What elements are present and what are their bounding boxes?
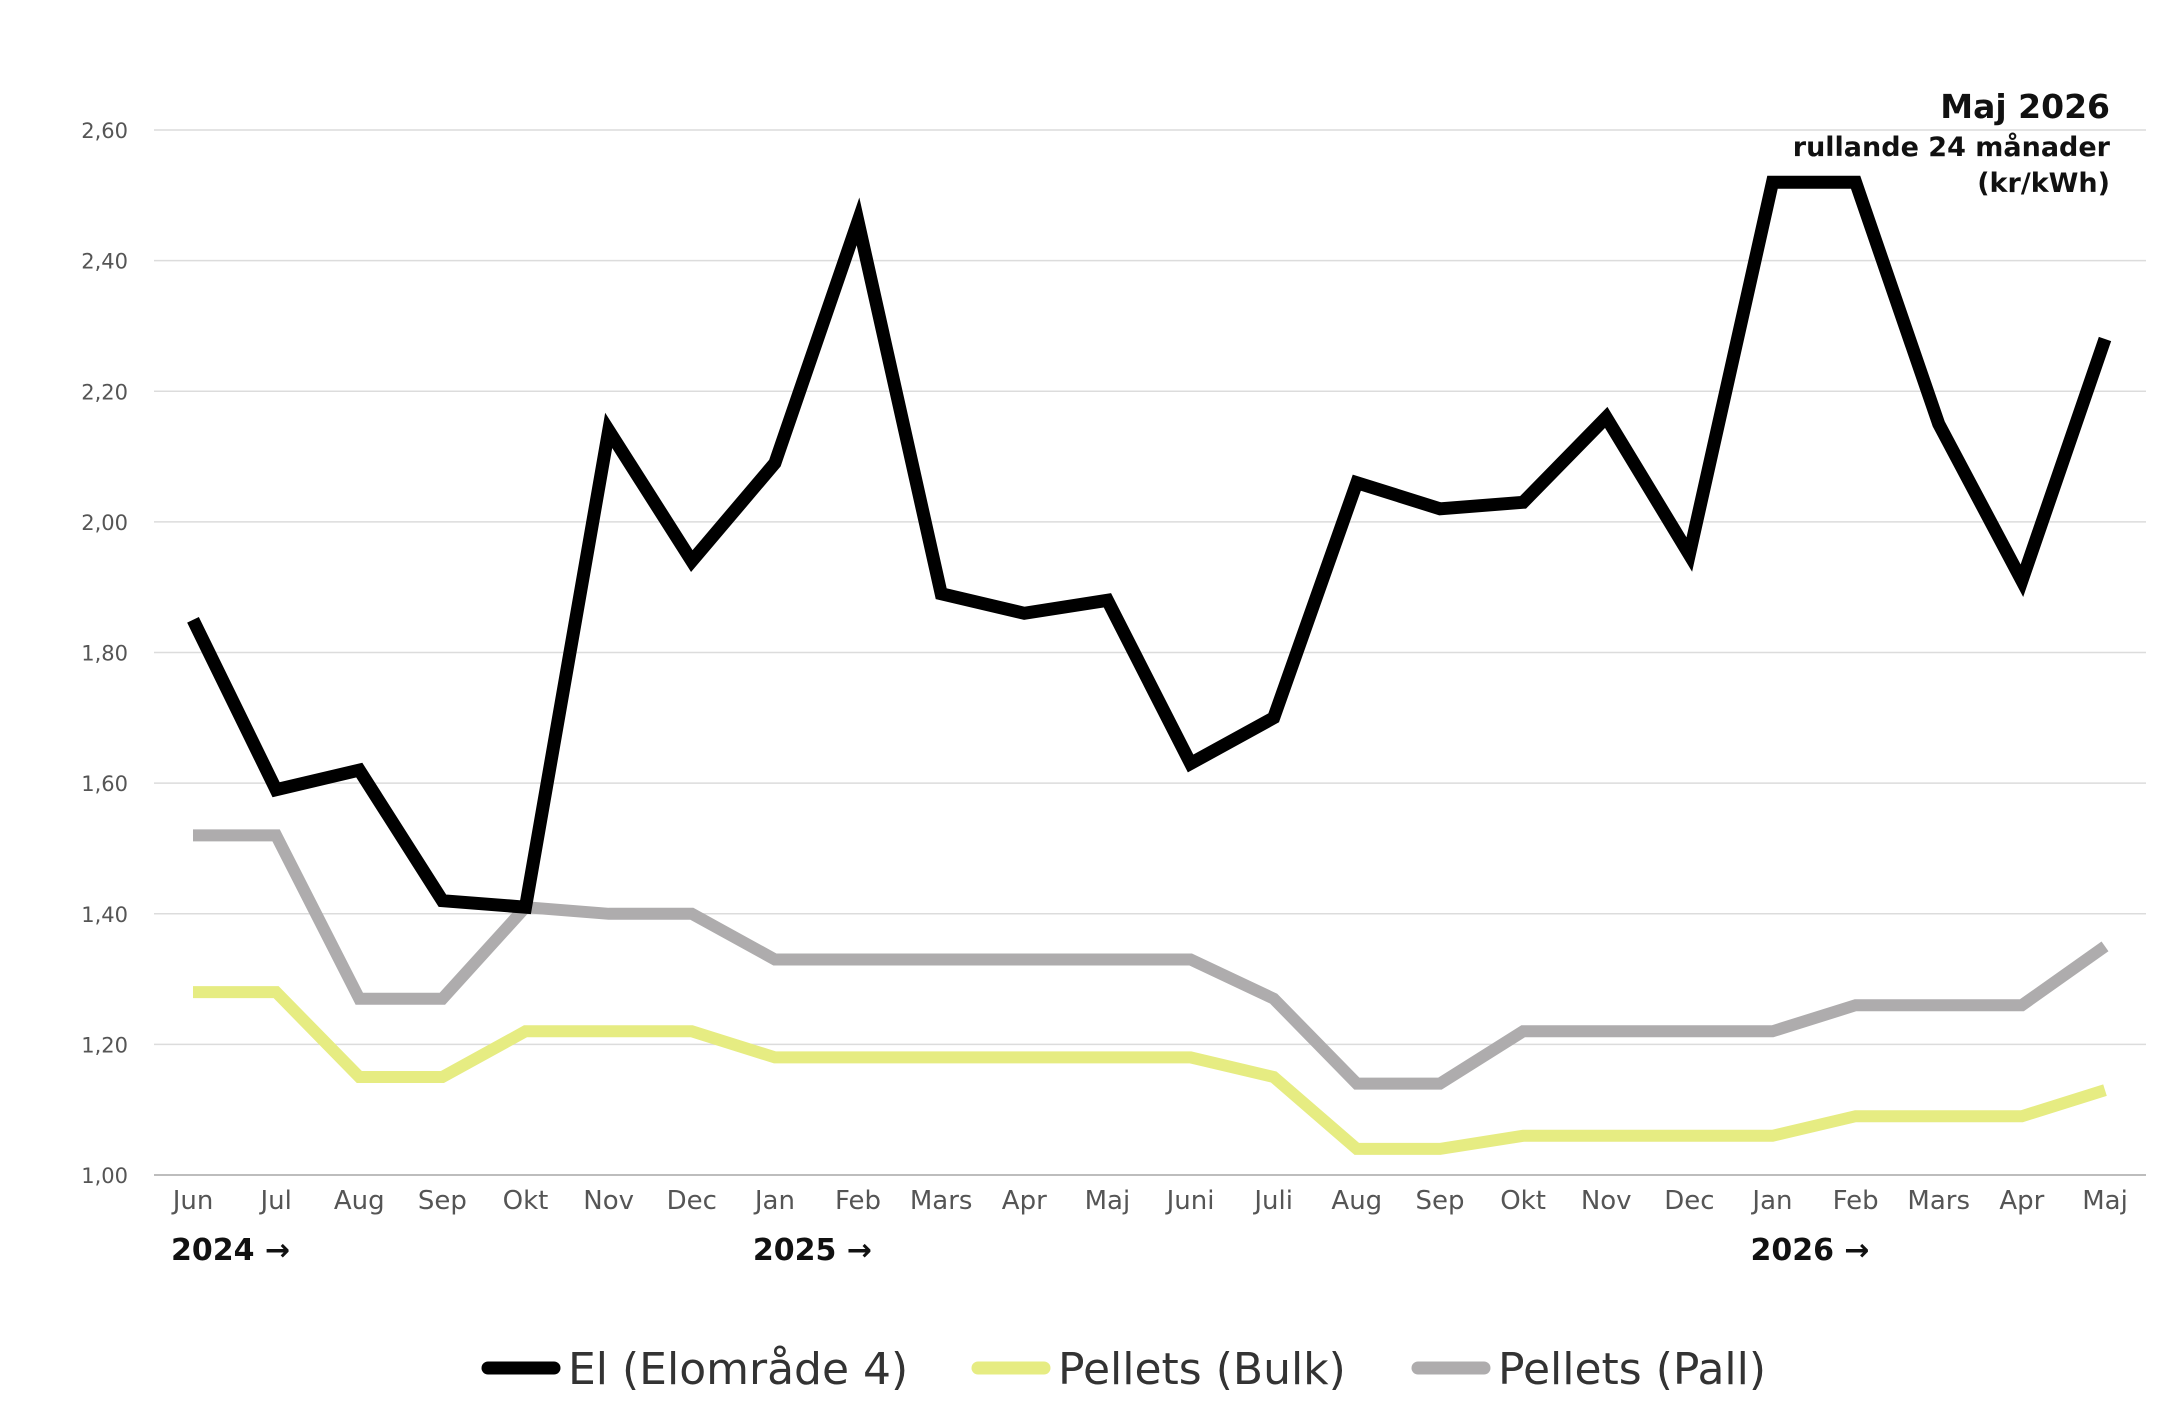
x-tick-label: Nov bbox=[583, 1186, 634, 1216]
series-line bbox=[193, 829, 2109, 1090]
x-tick-label: Aug bbox=[334, 1186, 385, 1216]
x-axis-tick-labels: Jun Jul Aug Sep Okt Nov Dec Jan Feb Mars Apr Maj Jun… bbox=[171, 1186, 2128, 1216]
x-tick-label: Juni bbox=[1165, 1186, 1215, 1216]
x-tick-label: Okt bbox=[503, 1186, 549, 1216]
year-markers: 2024 → 2025 → 2026 → bbox=[171, 1233, 1870, 1268]
year-marker: 2024 → bbox=[171, 1233, 290, 1268]
chart-title: Maj 2026 bbox=[1940, 87, 2110, 126]
chart-unit: (kr/kWh) bbox=[1977, 168, 2110, 199]
x-tick-label: Feb bbox=[1833, 1186, 1879, 1216]
y-tick-label: 2,60 bbox=[81, 119, 128, 143]
y-tick-label: 1,20 bbox=[81, 1033, 128, 1057]
x-tick-label: Aug bbox=[1331, 1186, 1382, 1216]
legend-label: Pellets (Pall) bbox=[1498, 1344, 1766, 1395]
x-tick-label: Dec bbox=[667, 1186, 717, 1216]
x-tick-label: Nov bbox=[1581, 1186, 1632, 1216]
y-tick-label: 2,00 bbox=[81, 511, 128, 535]
y-tick-label: 1,40 bbox=[81, 903, 128, 927]
y-tick-label: 1,00 bbox=[81, 1164, 128, 1188]
chart-annotation: Maj 2026 rullande 24 månader (kr/kWh) bbox=[1793, 87, 2111, 199]
legend-label: Pellets (Bulk) bbox=[1058, 1344, 1346, 1395]
y-axis-tick-labels: 1,00 1,20 1,40 1,60 1,80 2,00 2,20 2,40 2,60 bbox=[81, 119, 128, 1188]
x-tick-label: Feb bbox=[835, 1186, 881, 1216]
year-marker: 2025 → bbox=[753, 1233, 872, 1268]
y-tick-label: 1,60 bbox=[81, 772, 128, 796]
x-tick-label: Sep bbox=[418, 1186, 467, 1216]
y-tick-label: 2,40 bbox=[81, 250, 128, 274]
x-tick-label: Apr bbox=[1999, 1186, 2044, 1216]
series-line bbox=[193, 986, 2107, 1155]
gridlines bbox=[154, 129, 2146, 1176]
x-tick-label: Jun bbox=[171, 1186, 214, 1216]
series-lines bbox=[187, 175, 2112, 1155]
x-tick-label: Maj bbox=[2082, 1186, 2128, 1216]
x-tick-label: Jan bbox=[753, 1186, 795, 1216]
x-tick-label: Sep bbox=[1415, 1186, 1464, 1216]
y-tick-label: 1,80 bbox=[81, 642, 128, 666]
x-tick-label: Juli bbox=[1252, 1186, 1293, 1216]
chart-subtitle: rullande 24 månader bbox=[1793, 131, 2111, 163]
legend: El (Elområde 4) Pellets (Bulk) Pellets (Pa… bbox=[481, 1344, 1766, 1395]
x-tick-label: Mars bbox=[1907, 1186, 1970, 1216]
x-tick-label: Mars bbox=[910, 1186, 973, 1216]
series-line bbox=[187, 175, 2112, 915]
x-tick-label: Okt bbox=[1500, 1186, 1546, 1216]
x-tick-label: Apr bbox=[1002, 1186, 1047, 1216]
year-marker: 2026 → bbox=[1750, 1233, 1869, 1268]
y-tick-label: 2,20 bbox=[81, 380, 128, 404]
legend-label: El (Elområde 4) bbox=[568, 1344, 908, 1395]
x-tick-label: Maj bbox=[1085, 1186, 1131, 1216]
x-tick-label: Jul bbox=[258, 1186, 291, 1216]
x-tick-label: Jan bbox=[1750, 1186, 1792, 1216]
x-tick-label: Dec bbox=[1664, 1186, 1714, 1216]
